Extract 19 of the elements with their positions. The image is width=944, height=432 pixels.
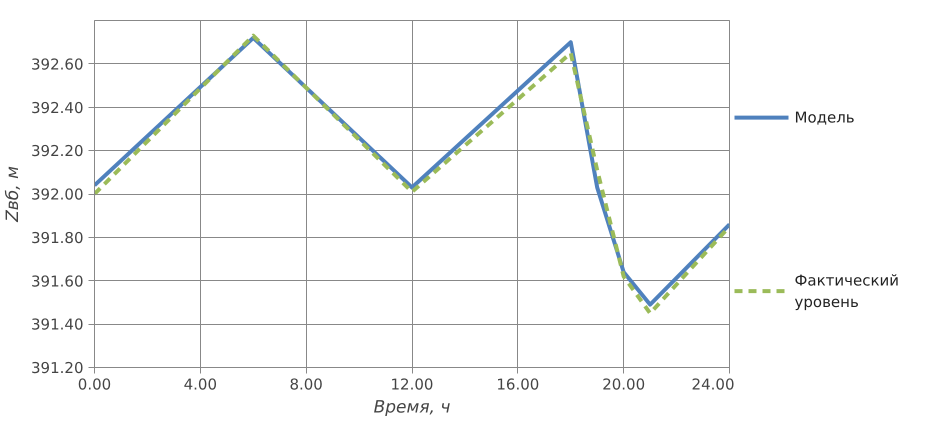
y-tick-label: 392.60 [31, 55, 84, 74]
legend-label: Модель [794, 108, 855, 127]
x-tick-label: 0.00 [78, 376, 112, 394]
legend-label: Фактический уровень [794, 271, 900, 311]
y-tick-label: 392.00 [31, 186, 84, 204]
x-tick-label: 4.00 [184, 376, 218, 394]
y-axis-title: Zвб, м [3, 166, 24, 223]
x-tick-label: 24.00 [692, 376, 735, 394]
y-tick-label: 391.40 [31, 316, 84, 334]
y-tick-label: 391.60 [31, 272, 84, 290]
y-tick-label: 392.40 [31, 98, 84, 117]
x-tick-label: 12.00 [390, 376, 434, 394]
y-tick-label: 391.80 [31, 228, 84, 247]
y-tick-label: 392.20 [31, 142, 84, 160]
x-tick-label: 20.00 [602, 376, 646, 394]
x-axis-title: Время, ч [374, 398, 450, 418]
x-tick-label: 8.00 [289, 376, 323, 394]
x-tick-label: 16.00 [496, 376, 540, 394]
y-tick-label: 391.20 [31, 359, 84, 377]
